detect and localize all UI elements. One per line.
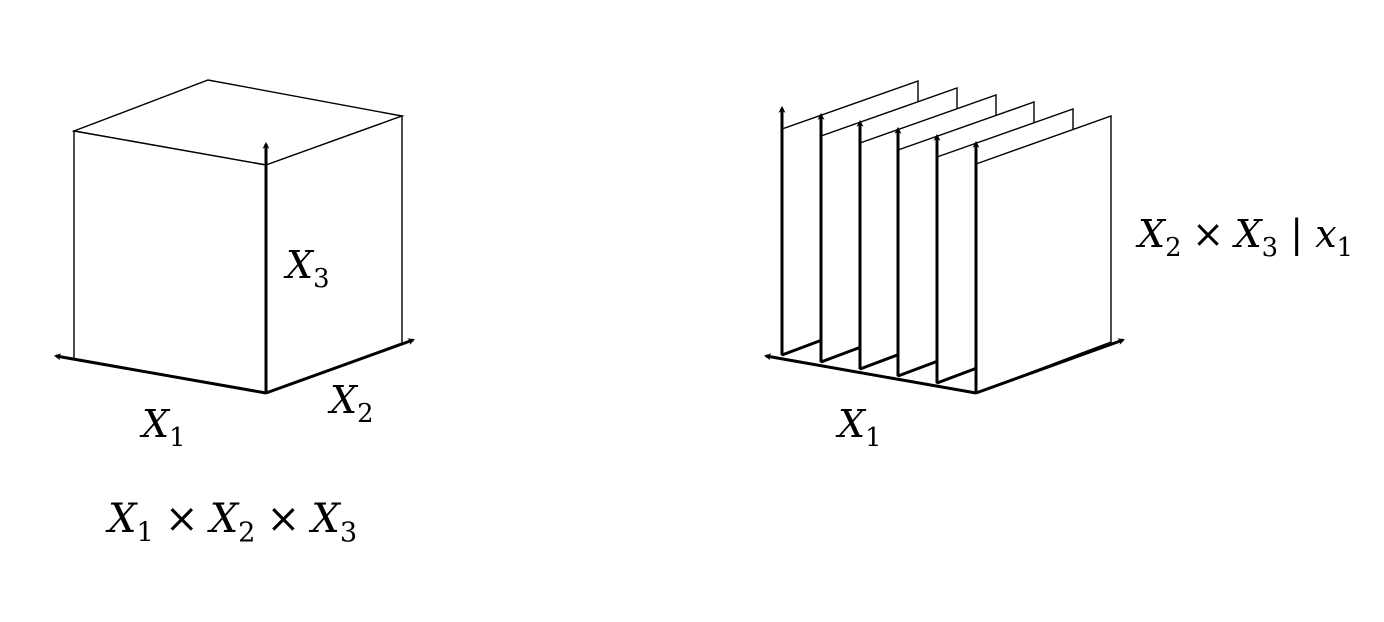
cube	[53, 79, 415, 395]
x1-axis-arrow	[53, 353, 267, 395]
conditional-caption: X2 × X3 | x1	[1138, 212, 1354, 264]
depth-axis-arrow-right	[975, 338, 1125, 395]
product-caption: X1 × X2 × X3	[108, 496, 358, 549]
x2-label: X2	[330, 378, 374, 430]
slice-5-base	[936, 366, 978, 385]
slice-3-base	[859, 352, 901, 371]
x2-axis-arrow	[265, 338, 415, 395]
x1-label-right: X1	[838, 402, 882, 454]
x1-label: X1	[142, 402, 186, 454]
cube-front-face	[73, 130, 267, 394]
slices	[763, 80, 1125, 395]
slice-1-base	[781, 338, 823, 357]
x3-label: X3	[286, 243, 330, 295]
x1-axis-arrow-right	[763, 353, 977, 395]
slice-4-base	[897, 359, 939, 378]
slice-2-base	[820, 345, 862, 364]
